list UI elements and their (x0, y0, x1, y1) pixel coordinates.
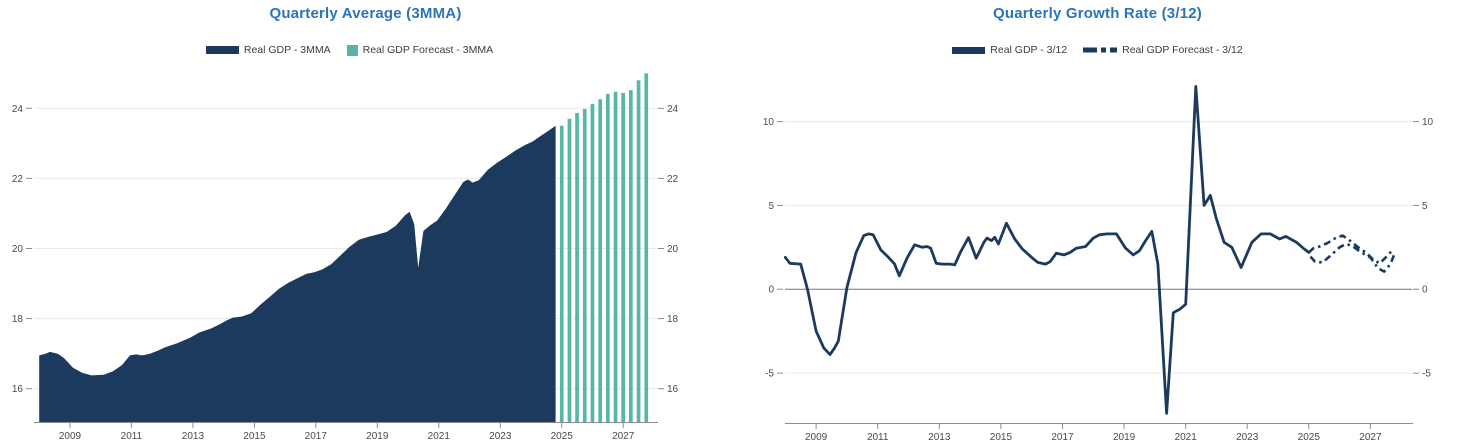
y-axis-labels: -5 -5 0 0 5 5 10 10 (763, 117, 1434, 380)
svg-text:2023: 2023 (489, 431, 512, 442)
svg-text:2011: 2011 (867, 432, 889, 443)
svg-text:18: 18 (667, 314, 679, 325)
quarterly-average-panel: 16 16 18 18 20 20 22 22 24 24 2009 2011 2013 2015 2017… (0, 0, 731, 444)
svg-text:0: 0 (768, 285, 774, 296)
gridlines (785, 121, 1412, 374)
svg-text:10: 10 (763, 117, 775, 128)
quarterly-growth-panel: -5 -5 0 0 5 5 10 10 2009 2011 2013 2015 2017 2019 2021… (732, 0, 1463, 444)
legend-item-real-gdp-3mma[interactable]: Real GDP - 3MMA (205, 44, 331, 56)
svg-text:2025: 2025 (1298, 432, 1321, 443)
teal-square-swatch-icon (346, 44, 358, 56)
legend-item-real-gdp-312[interactable]: Real GDP - 3/12 (952, 44, 1067, 56)
svg-text:2011: 2011 (121, 431, 143, 442)
svg-text:2015: 2015 (990, 432, 1013, 443)
quarterly-growth-chart: -5 -5 0 0 5 5 10 10 2009 2011 2013 2015 2017 2019 2021… (763, 85, 1434, 443)
x-axis: 2009 2011 2013 2015 2017 2019 2021 2023 2025 2027 (785, 423, 1413, 443)
svg-text:18: 18 (12, 314, 24, 325)
svg-text:2021: 2021 (1175, 432, 1198, 443)
x-axis: 2009 2011 2013 2015 2017 2019 2021 2023 2025 2027 (34, 422, 658, 442)
forecast-line-1 (1307, 234, 1395, 265)
legend-item-real-gdp-forecast-312[interactable]: Real GDP Forecast - 3/12 (1083, 44, 1243, 56)
legend-label-real-gdp-forecast-312: Real GDP Forecast - 3/12 (1122, 44, 1243, 56)
svg-text:2017: 2017 (305, 431, 328, 442)
svg-text:2027: 2027 (1359, 432, 1382, 443)
svg-text:0: 0 (1422, 285, 1428, 296)
svg-text:2025: 2025 (551, 431, 574, 442)
svg-text:20: 20 (667, 244, 679, 255)
legend-label-real-gdp-312: Real GDP - 3/12 (990, 44, 1068, 56)
svg-text:10: 10 (1422, 117, 1434, 128)
svg-text:16: 16 (667, 384, 679, 395)
page-title-left: Quarterly Average (3MMA) (269, 5, 462, 22)
svg-text:16: 16 (12, 384, 24, 395)
legend-label-real-gdp-forecast-3mma: Real GDP Forecast - 3MMA (362, 44, 494, 56)
legend-right: Real GDP - 3/12 Real GDP Forecast - 3/12 (732, 44, 1463, 56)
real-gdp-area (39, 125, 556, 423)
svg-text:2017: 2017 (1051, 432, 1074, 443)
svg-text:2023: 2023 (1236, 432, 1259, 443)
svg-text:2015: 2015 (243, 431, 266, 442)
legend-item-real-gdp-forecast-3mma[interactable]: Real GDP Forecast - 3MMA (346, 44, 494, 56)
navy-bar-swatch-icon (205, 46, 239, 54)
forecast-line-2 (1309, 242, 1397, 273)
svg-text:2013: 2013 (182, 431, 205, 442)
svg-text:2009: 2009 (805, 432, 828, 443)
navy-line-swatch-icon (952, 46, 986, 54)
svg-text:2027: 2027 (612, 431, 635, 442)
svg-text:24: 24 (667, 104, 679, 115)
svg-text:20: 20 (12, 244, 24, 255)
svg-text:22: 22 (12, 174, 24, 185)
svg-text:-5: -5 (1422, 369, 1431, 380)
y-axis-labels: 16 16 18 18 20 20 22 22 24 24 (12, 104, 679, 395)
navy-dashed-line-swatch-icon (1083, 46, 1118, 54)
page-title-right: Quarterly Growth Rate (3/12) (993, 5, 1202, 22)
svg-text:5: 5 (1422, 201, 1428, 212)
svg-text:2021: 2021 (428, 431, 451, 442)
legend-left: Real GDP - 3MMA Real GDP Forecast - 3MMA (0, 44, 715, 56)
forecast-bars (559, 73, 649, 423)
svg-text:24: 24 (12, 104, 24, 115)
svg-text:2009: 2009 (59, 431, 82, 442)
svg-text:2013: 2013 (928, 432, 951, 443)
svg-text:2019: 2019 (366, 431, 389, 442)
svg-text:5: 5 (768, 201, 774, 212)
real-gdp-line (783, 85, 1311, 415)
svg-text:-5: -5 (765, 369, 774, 380)
quarterly-average-chart: 16 16 18 18 20 20 22 22 24 24 2009 2011 2013 2015 2017… (12, 73, 679, 442)
svg-text:2019: 2019 (1113, 432, 1136, 443)
svg-text:22: 22 (667, 174, 679, 185)
legend-label-real-gdp-3mma: Real GDP - 3MMA (243, 44, 331, 56)
